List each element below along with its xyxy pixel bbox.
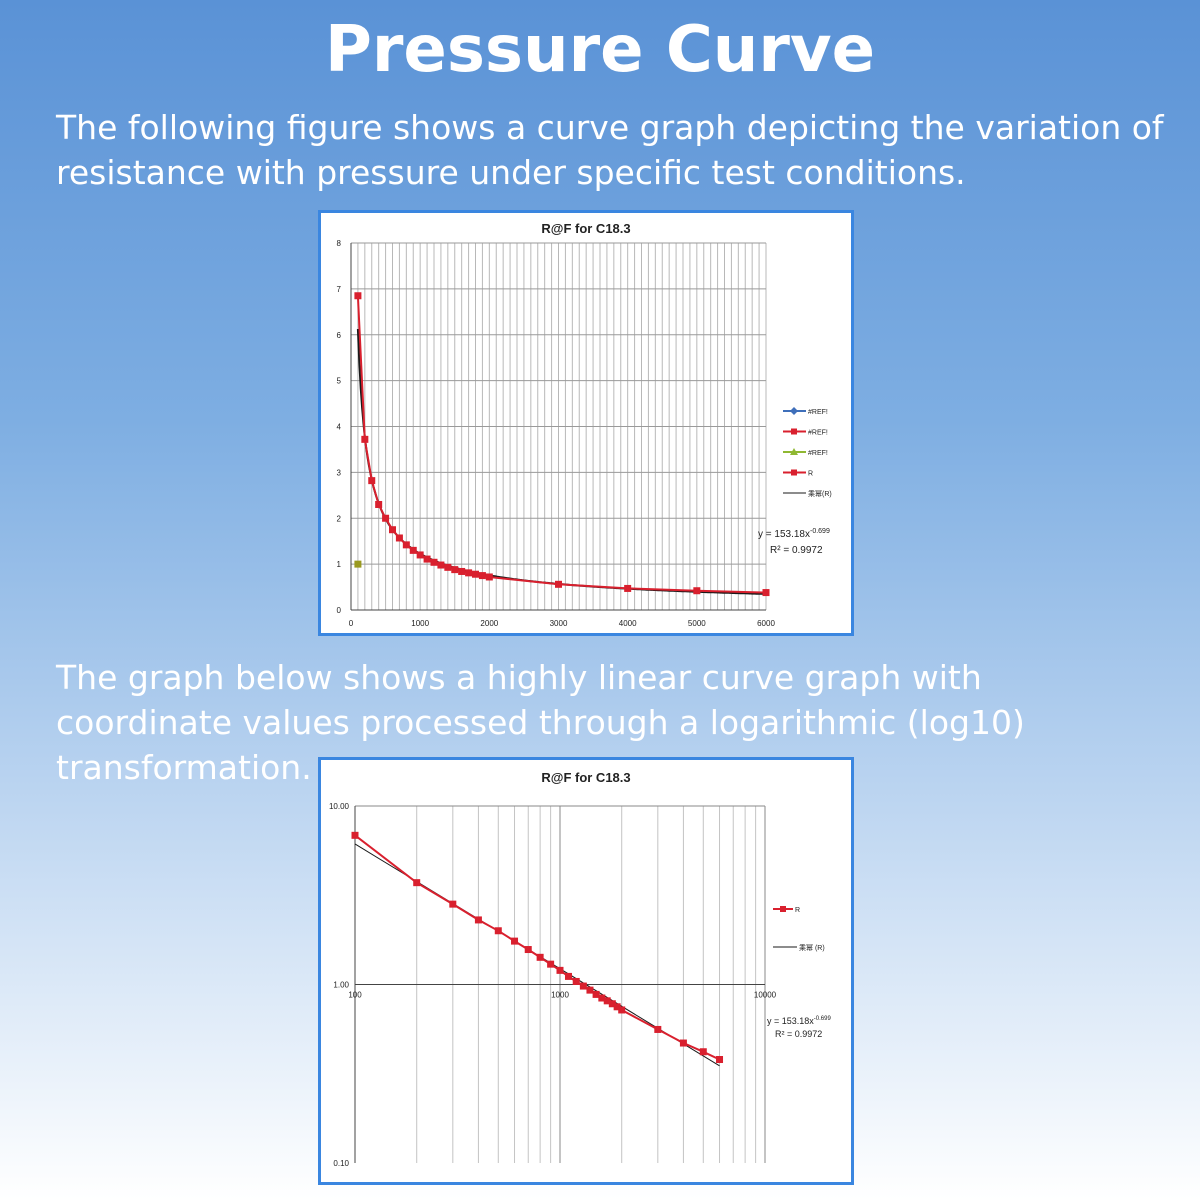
data-point-r bbox=[354, 292, 362, 300]
data-point-r bbox=[762, 589, 770, 597]
y-tick-label: 2 bbox=[337, 514, 342, 523]
chart-title: R@F for C18.3 bbox=[541, 221, 630, 236]
data-point-r bbox=[586, 986, 594, 994]
x-tick-label: 100 bbox=[348, 991, 362, 1000]
y-tick-label: 5 bbox=[337, 377, 342, 386]
data-point-r bbox=[555, 580, 562, 588]
y-tick-label: 0.10 bbox=[333, 1159, 349, 1168]
data-point-r bbox=[511, 937, 519, 945]
log-chart-panel: R@F for C18.3 10.00 1.00 0.10 100 1000 10000 R 乘… bbox=[318, 757, 854, 1185]
legend-label: R bbox=[795, 907, 800, 914]
data-point-r bbox=[608, 1000, 616, 1008]
data-point-r bbox=[603, 997, 611, 1005]
legend-label: #REF! bbox=[808, 450, 828, 457]
data-point-r bbox=[572, 977, 580, 985]
y-tick-label: 6 bbox=[337, 331, 342, 340]
legend-marker bbox=[791, 428, 797, 435]
x-tick-label: 3000 bbox=[550, 619, 568, 628]
r-squared-label: R² = 0.9972 bbox=[775, 1029, 822, 1039]
data-point-r bbox=[444, 563, 452, 571]
y-tick-label: 0 bbox=[337, 606, 342, 615]
data-point-r bbox=[679, 1039, 687, 1047]
data-point-r bbox=[624, 584, 632, 592]
x-tick-label: 4000 bbox=[619, 619, 637, 628]
y-tick-label: 3 bbox=[337, 468, 342, 477]
x-tick-label: 2000 bbox=[480, 619, 498, 628]
trendline-equation: y = 153.18x-0.699 bbox=[758, 528, 830, 540]
data-point-r bbox=[368, 477, 376, 485]
data-point-r bbox=[485, 573, 493, 581]
legend-label: 乘幂(R) bbox=[808, 489, 832, 498]
data-point-r bbox=[618, 1006, 626, 1014]
data-point-ref bbox=[354, 560, 362, 568]
data-point-r bbox=[524, 946, 532, 954]
y-tick-label: 7 bbox=[337, 285, 342, 294]
legend-marker bbox=[790, 448, 798, 455]
data-point-r bbox=[351, 831, 359, 839]
linear-pressure-chart: R@F for C18.3 0 1 2 3 4 5 6 7 8 0 1000 2000 3000 4000 5… bbox=[337, 221, 832, 628]
data-point-r bbox=[382, 514, 390, 522]
legend-marker bbox=[790, 407, 798, 415]
data-point-r bbox=[494, 927, 502, 935]
data-point-r bbox=[598, 994, 606, 1002]
data-point-r bbox=[613, 1003, 621, 1011]
data-point-r bbox=[416, 551, 424, 559]
data-point-r bbox=[556, 966, 564, 974]
y-tick-label: 10.00 bbox=[329, 802, 350, 811]
y-tick-label: 1.00 bbox=[333, 981, 349, 990]
data-point-r bbox=[402, 541, 410, 549]
x-tick-label: 1000 bbox=[551, 991, 569, 1000]
data-point-r bbox=[389, 526, 396, 534]
data-point-r bbox=[716, 1056, 724, 1064]
series-line-r bbox=[356, 295, 767, 594]
data-point-r bbox=[478, 572, 486, 580]
data-point-r bbox=[451, 566, 459, 574]
y-tick-label: 4 bbox=[337, 423, 342, 432]
legend-label: #REF! bbox=[808, 409, 828, 416]
data-point-r bbox=[465, 569, 473, 577]
data-point-r bbox=[423, 555, 431, 563]
y-tick-label: 8 bbox=[337, 239, 342, 248]
legend-label: 乘幂 (R) bbox=[799, 943, 825, 952]
legend-marker bbox=[791, 469, 797, 476]
log-paragraph: The graph below shows a highly linear cu… bbox=[56, 658, 1025, 787]
data-point-r bbox=[699, 1048, 707, 1056]
data-point-r bbox=[437, 561, 445, 569]
data-point-r bbox=[375, 500, 383, 508]
legend-label: R bbox=[808, 471, 813, 478]
data-point-r bbox=[361, 435, 369, 443]
chart-title: R@F for C18.3 bbox=[541, 770, 630, 785]
trendline-equation: y = 153.18x-0.699 bbox=[767, 1016, 831, 1026]
legend-label: #REF! bbox=[808, 430, 828, 437]
data-point-r bbox=[474, 916, 482, 924]
data-point-r bbox=[693, 587, 701, 595]
data-point-r bbox=[472, 570, 479, 578]
r-squared-label: R² = 0.9972 bbox=[770, 545, 823, 556]
data-point-r bbox=[409, 546, 417, 554]
linear-chart-panel: R@F for C18.3 0 1 2 3 4 5 6 7 8 0 1000 2000 3000 4000 5… bbox=[318, 210, 854, 636]
x-tick-label: 10000 bbox=[754, 991, 777, 1000]
legend-marker bbox=[780, 906, 786, 912]
data-point-r bbox=[654, 1025, 662, 1033]
y-tick-label: 1 bbox=[337, 560, 342, 569]
intro-paragraph: The following figure shows a curve graph… bbox=[56, 108, 1164, 192]
log-pressure-chart: R@F for C18.3 10.00 1.00 0.10 100 1000 10000 R 乘… bbox=[329, 770, 832, 1168]
x-tick-label: 5000 bbox=[688, 619, 706, 628]
data-point-r bbox=[536, 953, 544, 961]
x-tick-label: 1000 bbox=[411, 619, 429, 628]
data-point-r bbox=[547, 960, 555, 968]
data-point-r bbox=[430, 558, 438, 566]
data-point-r bbox=[592, 990, 600, 998]
data-point-r bbox=[579, 982, 587, 990]
data-point-r bbox=[395, 534, 403, 542]
series-line-r bbox=[354, 834, 720, 1061]
data-point-r bbox=[413, 879, 421, 887]
data-point-r bbox=[449, 900, 457, 908]
data-point-r bbox=[458, 567, 466, 575]
page-title: Pressure Curve bbox=[324, 13, 876, 87]
data-point-r bbox=[564, 972, 572, 980]
x-tick-label: 6000 bbox=[757, 619, 775, 628]
x-tick-label: 0 bbox=[349, 619, 354, 628]
